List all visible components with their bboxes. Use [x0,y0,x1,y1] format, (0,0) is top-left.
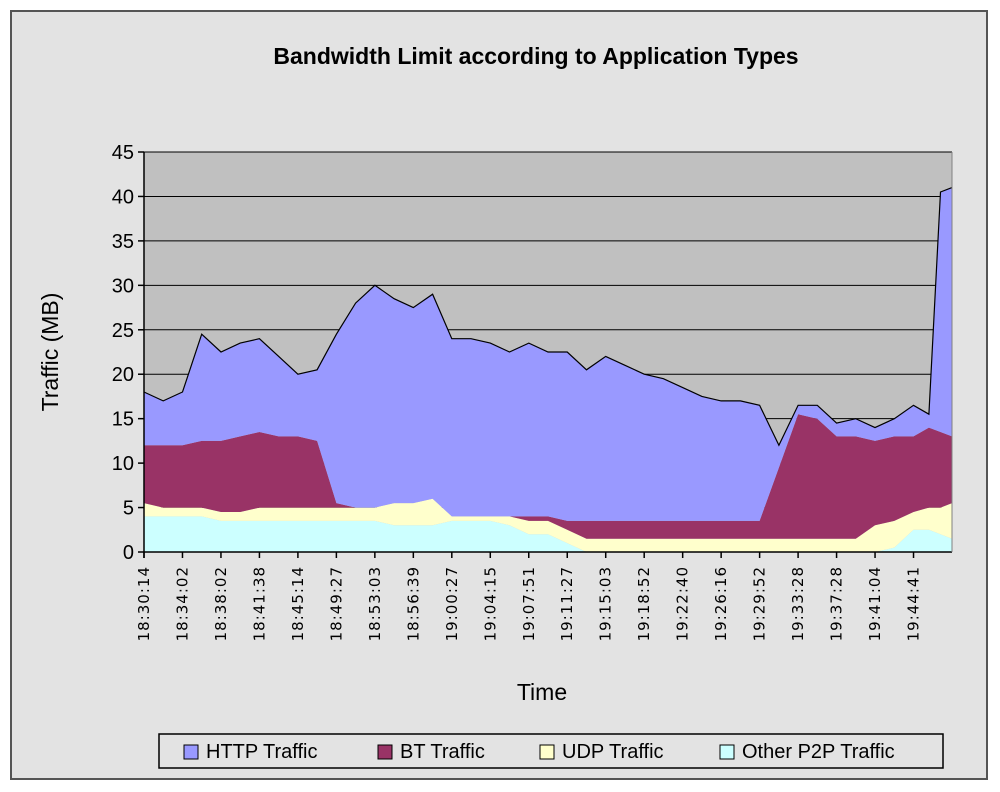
x-tick-label: 19:18:52 [635,566,653,641]
y-tick-label: 45 [112,142,134,164]
chart-title: Bandwidth Limit according to Application… [273,43,798,69]
legend-label-udp-traffic: UDP Traffic [562,741,664,763]
chart-frame: Bandwidth Limit according to Application… [10,10,988,780]
x-tick-label: 19:22:40 [674,566,692,641]
legend-swatch-http-traffic [183,744,199,760]
x-tick-label: 19:37:28 [828,566,846,641]
x-tick-label: 18:30:14 [135,566,153,641]
legend-label-http-traffic: HTTP Traffic [206,741,318,763]
x-tick-label: 18:56:39 [404,566,422,641]
x-tick-label: 19:11:27 [558,566,576,641]
x-tick-label: 19:00:27 [443,566,461,641]
x-tick-label: 18:53:03 [366,566,384,641]
y-axis-label: Traffic (MB) [37,293,63,412]
x-tick-label: 19:15:03 [597,566,615,641]
x-tick-label: 18:45:14 [289,566,307,641]
legend-swatch-bt-traffic [377,744,393,760]
x-tick-label: 19:26:16 [712,566,730,641]
y-tick-label: 10 [112,453,134,475]
legend: HTTP Traffic BT Traffic UDP Traffic Other P… [158,733,944,769]
x-tick-label: 19:44:41 [905,566,923,641]
x-tick-label: 18:34:02 [174,566,192,641]
y-tick-label: 35 [112,231,134,253]
y-tick-label: 40 [112,186,134,208]
legend-items: HTTP Traffic BT Traffic UDP Traffic Other P… [183,741,895,763]
x-tick-label: 19:33:28 [789,566,807,641]
x-tick-label: 18:41:38 [250,566,268,641]
y-tick-label: 0 [123,542,134,564]
stacked-areas [143,187,953,552]
y-tick-label: 30 [112,275,134,297]
y-tick-label: 25 [112,320,134,342]
x-tick-label: 19:41:04 [866,566,884,641]
axes [138,151,953,558]
x-tick-labels: 18:30:14 18:34:02 18:38:02 18:41:38 18:45:14… [135,552,923,641]
legend-swatch-udp-traffic [539,744,555,760]
y-tick-label: 20 [112,364,134,386]
x-tick-label: 18:38:02 [212,566,230,641]
legend-swatch-other-p2p-traffic [719,744,735,760]
x-tick-label: 18:49:27 [327,566,345,641]
y-tick-labels: 0 5 10 15 20 25 30 35 40 45 [112,142,134,564]
area-udp-traffic [144,498,952,552]
x-tick-label: 19:07:51 [520,566,538,641]
x-tick-label: 19:29:52 [751,566,769,641]
chart-svg: Bandwidth Limit according to Application… [37,43,953,769]
area-http-traffic [144,187,952,521]
total-outline [143,187,953,447]
y-tick-label: 15 [112,409,134,431]
area-bt-traffic [144,414,952,539]
legend-label-other-p2p-traffic: Other P2P Traffic [742,741,895,763]
y-tick-label: 5 [123,498,134,520]
x-tick-label: 19:04:15 [481,566,499,641]
x-axis-label: Time [517,679,567,705]
legend-label-bt-traffic: BT Traffic [400,741,485,763]
